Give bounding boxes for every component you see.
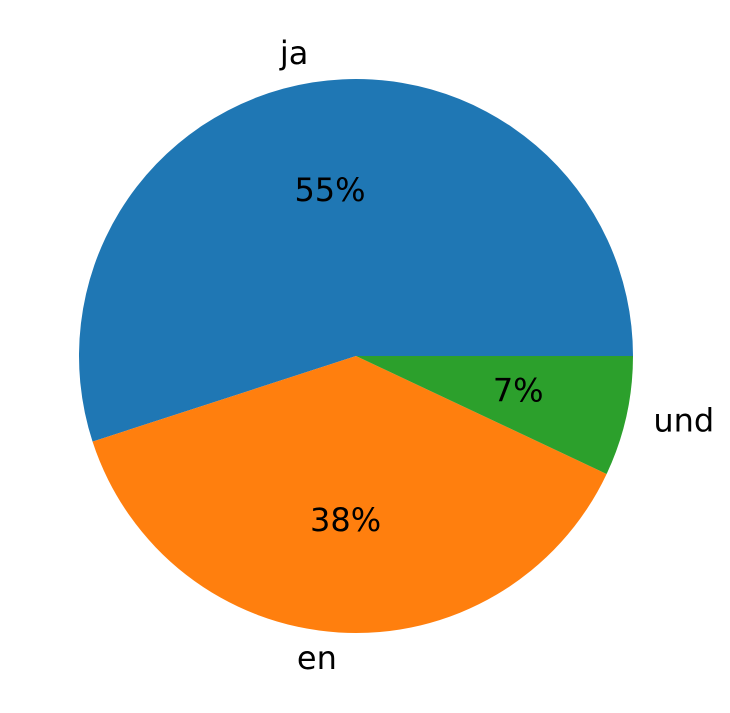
value-label: 7%	[493, 371, 544, 409]
value-label: 55%	[294, 171, 365, 209]
pie-slice	[356, 356, 633, 474]
pie-slice	[92, 356, 607, 634]
slice-label: und	[653, 401, 714, 439]
slice-label: ja	[279, 34, 309, 72]
value-label: 38%	[310, 501, 381, 539]
slice-label: en	[297, 639, 337, 677]
pie-slice	[78, 78, 634, 442]
